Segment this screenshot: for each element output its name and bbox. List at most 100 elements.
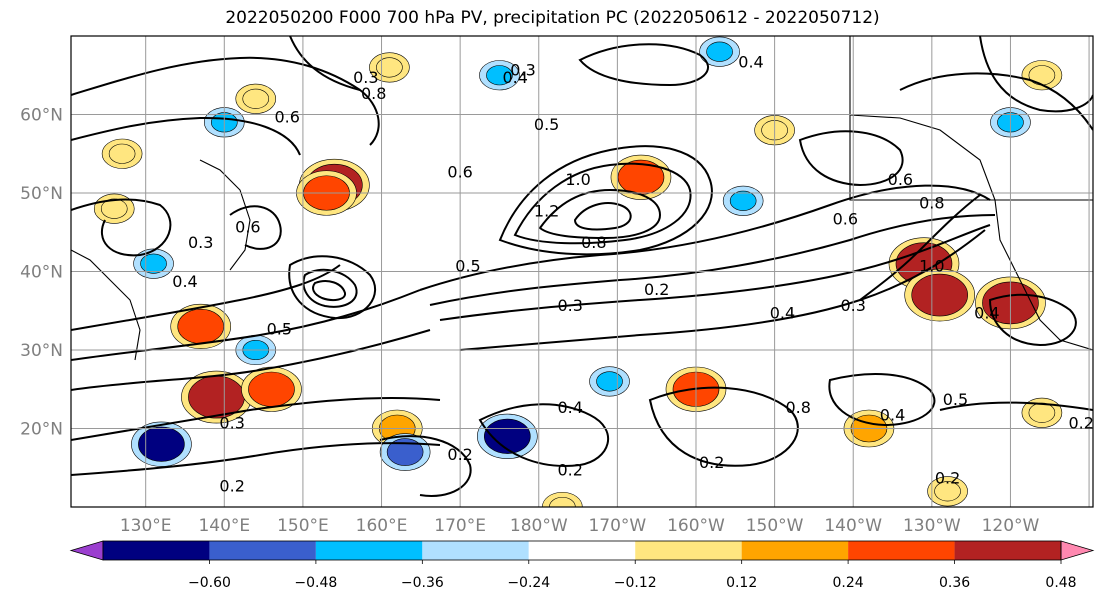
contour-labels: 0.3 0.40.3 0.40.80.6 0.50.61.21.00.80.50.30… [172,52,1094,495]
contour-value-label: 0.8 [785,398,810,417]
contour-value-label: 0.3 [557,296,582,315]
colorbar-tick-label: −0.60 [188,575,231,591]
contour-value-label: 0.3 [510,60,535,79]
colorbar-outline [102,540,1062,561]
longitude-labels: 130°E 140°E 150°E 160°E 170°E 180°W 170°W 160°W… [120,516,1040,536]
contour-value-label: 0.5 [943,390,968,409]
contour-value-label: 0.8 [581,233,606,252]
graticule [71,36,1093,507]
contour-value-label: 0.2 [935,468,960,487]
map-title: 2022050200 F000 700 hPa PV, precipitatio… [225,8,880,28]
negative-precip-core [386,438,424,466]
contour-value-label: 0.2 [644,280,669,299]
contour-value-label: 0.3 [353,68,378,87]
contour-value-label: 0.4 [770,304,795,323]
positive-precip-core [934,481,961,502]
contour-value-label: 0.6 [833,209,858,228]
positive-precip-core [242,88,270,109]
colorbar-tick-label: 0.12 [726,575,757,591]
latitude-labels: 60°N 50°N 40°N 30°N 20°N [20,106,63,440]
contour-value-label: 0.4 [738,52,763,71]
latitude-label: 20°N [20,420,63,440]
contour-value-label: 0.5 [534,115,559,134]
longitude-label: 130°W [903,516,961,536]
contour-value-label: 0.2 [219,476,244,495]
colorbar-bin [209,541,316,560]
longitude-label: 120°W [982,516,1040,536]
contour-value-label: 0.6 [274,107,299,126]
contour-value-label: 0.4 [172,272,197,291]
negative-precip-core [138,426,185,462]
contour-value-label: 0.6 [235,217,260,236]
colorbar-bin [528,541,636,560]
contour-value-label: 0.5 [267,319,292,338]
contour-value-label: 0.3 [219,414,244,433]
contour-value-label: 0.8 [919,194,944,213]
contour-value-label: 1.2 [534,202,559,221]
positive-precip-core [911,273,969,317]
longitude-label: 170°W [588,516,646,536]
precipitation-patches [93,36,1063,507]
contour-value-label: 0.4 [974,304,999,323]
colorbar-bin [103,541,210,560]
positive-precip-core [617,159,665,195]
colorbar-tick-label: 0.24 [833,575,864,591]
contour-value-label: 0.4 [502,68,527,87]
colorbar-bin [848,541,955,560]
positive-precip-core [549,496,576,507]
positive-precip-core [248,371,295,407]
colorbar-ticks: −0.60 −0.48 −0.36 −0.24 −0.12 0.12 0.24 0.36 0.4… [188,560,1077,591]
negative-precip-core [486,65,513,86]
longitude-label: 180°W [510,516,568,536]
colorbar-bin [422,541,529,560]
colorbar-tick-label: −0.12 [614,575,657,591]
contour-value-label: 0.6 [447,162,472,181]
latitude-label: 50°N [20,184,63,204]
contour-value-label: 0.2 [1068,414,1093,433]
longitude-label: 170°E [434,516,486,536]
negative-precip-core [729,190,757,211]
contour-value-label: 0.3 [840,296,865,315]
contour-value-label: 0.2 [447,445,472,464]
positive-precip-core [177,308,225,345]
contour-value-label: 0.2 [557,461,582,480]
longitude-label: 150°E [277,516,329,536]
contour-value-label: 0.2 [699,453,724,472]
contour-value-label: 0.5 [455,257,480,276]
latitude-label: 40°N [20,263,63,283]
negative-precip-core [706,41,733,62]
negative-precip-core [140,253,167,274]
positive-precip-core [376,57,403,78]
colorbar-bin [954,541,1061,560]
positive-precip-core [100,198,128,219]
contour-value-label: 1.0 [919,257,944,276]
contour-value-label: 0.6 [888,170,913,189]
contour-value-label: 1.0 [565,170,590,189]
longitude-label: 160°E [356,516,408,536]
longitude-label: 130°E [120,516,172,536]
longitude-label: 160°W [667,516,725,536]
longitude-label: 140°E [198,516,250,536]
contour-value-label: 0.3 [188,233,213,252]
colorbar-tick-label: 0.48 [1045,575,1076,591]
colorbar-tick-label: −0.36 [401,575,444,591]
contour-value-label: 0.4 [557,398,582,417]
map-frame [70,35,1094,508]
longitude-label: 150°W [746,516,804,536]
latitude-label: 60°N [20,106,63,126]
colorbar-bin [315,541,423,560]
contour-value-label: 0.4 [880,406,905,425]
colorbar-tick-label: −0.48 [294,575,337,591]
colorbar-tick-label: −0.24 [507,575,550,591]
contour-value-label: 0.8 [361,84,386,103]
colorbar-min-extend [69,540,104,561]
colorbar-bin [635,541,742,560]
colorbar-bin [741,541,849,560]
colorbar [69,540,1095,561]
colorbar-max-extend [1060,540,1095,561]
positive-precip-core [1028,65,1056,86]
longitude-label: 140°W [824,516,882,536]
negative-precip-core [596,371,623,392]
colorbar-tick-label: 0.36 [939,575,970,591]
